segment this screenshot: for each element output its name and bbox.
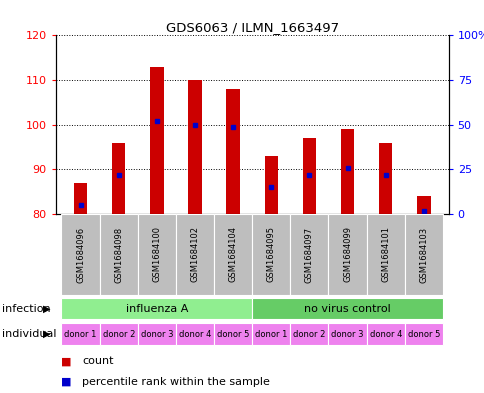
Text: ▶: ▶ — [44, 303, 51, 314]
Bar — [213, 214, 252, 295]
Bar — [290, 214, 328, 295]
Text: GSM1684099: GSM1684099 — [342, 226, 351, 283]
Text: GSM1684095: GSM1684095 — [266, 226, 275, 283]
Bar — [328, 214, 366, 295]
Title: GDS6063 / ILMN_1663497: GDS6063 / ILMN_1663497 — [166, 21, 338, 34]
Bar — [252, 323, 290, 345]
Text: count: count — [82, 356, 114, 366]
Text: donor 5: donor 5 — [216, 330, 249, 338]
Text: no virus control: no virus control — [303, 303, 390, 314]
Bar — [61, 298, 252, 319]
Bar — [188, 80, 201, 214]
Bar — [150, 67, 163, 214]
Bar — [264, 156, 277, 214]
Bar — [176, 323, 213, 345]
Text: GSM1684103: GSM1684103 — [419, 226, 427, 283]
Bar — [99, 323, 137, 345]
Text: ■: ■ — [60, 377, 71, 387]
Text: donor 1: donor 1 — [255, 330, 287, 338]
Text: influenza A: influenza A — [125, 303, 188, 314]
Bar — [378, 143, 392, 214]
Text: donor 3: donor 3 — [331, 330, 363, 338]
Bar — [416, 196, 430, 214]
Bar — [213, 323, 252, 345]
Text: GSM1684101: GSM1684101 — [380, 226, 390, 283]
Text: infection: infection — [2, 303, 51, 314]
Bar — [112, 143, 125, 214]
Text: GSM1684100: GSM1684100 — [152, 226, 161, 283]
Text: GSM1684104: GSM1684104 — [228, 226, 237, 283]
Text: donor 4: donor 4 — [369, 330, 401, 338]
Bar — [302, 138, 316, 214]
Bar — [366, 323, 404, 345]
Bar — [176, 214, 213, 295]
Bar — [252, 214, 290, 295]
Bar — [226, 89, 239, 214]
Text: donor 1: donor 1 — [64, 330, 96, 338]
Bar — [99, 214, 137, 295]
Bar — [137, 323, 176, 345]
Text: GSM1684102: GSM1684102 — [190, 226, 199, 283]
Bar — [61, 323, 99, 345]
Bar — [61, 214, 99, 295]
Text: GSM1684097: GSM1684097 — [304, 226, 313, 283]
Text: donor 3: donor 3 — [140, 330, 173, 338]
Bar — [340, 129, 353, 214]
Text: donor 4: donor 4 — [179, 330, 211, 338]
Bar — [328, 323, 366, 345]
Text: ■: ■ — [60, 356, 71, 366]
Bar — [404, 214, 442, 295]
Text: percentile rank within the sample: percentile rank within the sample — [82, 377, 270, 387]
Bar — [290, 323, 328, 345]
Bar — [366, 214, 404, 295]
Text: GSM1684096: GSM1684096 — [76, 226, 85, 283]
Bar — [252, 298, 442, 319]
Text: GSM1684098: GSM1684098 — [114, 226, 123, 283]
Bar — [404, 323, 442, 345]
Text: donor 2: donor 2 — [293, 330, 325, 338]
Text: individual: individual — [2, 329, 57, 339]
Text: donor 5: donor 5 — [407, 330, 439, 338]
Text: ▶: ▶ — [44, 329, 51, 339]
Text: donor 2: donor 2 — [102, 330, 135, 338]
Bar — [137, 214, 176, 295]
Bar — [74, 183, 87, 214]
